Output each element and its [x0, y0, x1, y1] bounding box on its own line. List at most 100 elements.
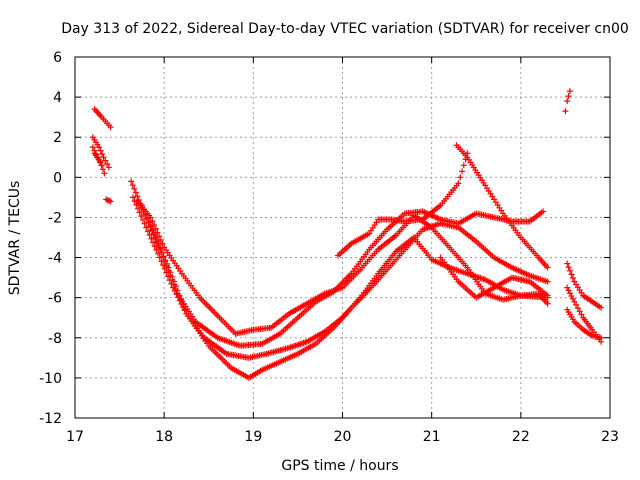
data-point — [149, 218, 156, 225]
data-points — [89, 88, 605, 381]
data-point — [170, 281, 177, 288]
data-point — [458, 168, 465, 175]
data-point — [460, 162, 467, 169]
y-tick-label: -12 — [39, 411, 62, 427]
data-point — [147, 214, 154, 221]
y-tick-label: -8 — [48, 331, 62, 347]
series-track-4 — [91, 150, 108, 177]
data-point — [107, 124, 114, 131]
series-track-10 — [335, 150, 471, 259]
x-tick-label: 20 — [334, 429, 352, 445]
y-tick-label: 6 — [53, 50, 62, 66]
data-point — [576, 308, 583, 315]
data-point — [155, 250, 162, 257]
data-point — [540, 208, 547, 215]
tick-labels: 17 18 19 20 21 22 23 -12 -10 -8 -6 -4 -2 0 2 4 6 — [39, 50, 619, 445]
data-point — [169, 276, 176, 283]
x-axis-label: GPS time / hours — [281, 458, 398, 474]
data-point — [156, 233, 163, 240]
y-tick-label: 4 — [53, 90, 62, 106]
data-point — [158, 249, 165, 256]
data-point — [143, 224, 150, 231]
data-point — [134, 205, 141, 212]
data-point — [573, 301, 580, 308]
data-point — [156, 254, 163, 261]
y-tick-label: -4 — [48, 251, 62, 267]
data-point — [162, 258, 169, 265]
data-point — [160, 253, 167, 260]
data-point — [565, 264, 572, 271]
data-point — [455, 180, 462, 187]
data-point — [154, 229, 161, 236]
data-point — [153, 236, 160, 243]
data-point — [571, 298, 578, 305]
y-tick-label: 2 — [53, 130, 62, 146]
series-track-12 — [437, 254, 551, 301]
data-point — [568, 271, 575, 278]
data-point — [105, 164, 112, 171]
series-track-13 — [562, 88, 573, 115]
data-point — [147, 223, 154, 230]
series-track-1 — [91, 106, 114, 131]
data-point — [151, 221, 158, 228]
series-track-11 — [453, 142, 551, 271]
y-tick-label: -6 — [48, 291, 62, 307]
data-point — [163, 262, 170, 269]
data-point — [167, 272, 174, 279]
data-point — [98, 162, 105, 169]
data-point — [172, 286, 179, 293]
data-point — [146, 219, 153, 226]
data-point — [132, 189, 139, 196]
data-point — [99, 150, 106, 157]
y-axis-label: SDTVAR / TECUs — [7, 181, 23, 296]
data-point — [544, 264, 551, 271]
series-track-9 — [138, 202, 547, 349]
data-point — [141, 220, 148, 227]
data-point — [139, 216, 146, 223]
data-point — [100, 154, 107, 161]
x-tick-label: 21 — [423, 429, 441, 445]
data-point — [154, 240, 161, 247]
data-point — [96, 158, 103, 165]
data-point — [150, 230, 157, 237]
x-tick-label: 17 — [66, 429, 84, 445]
x-tick-label: 18 — [155, 429, 173, 445]
data-point — [142, 210, 149, 217]
data-point — [165, 267, 172, 274]
data-point — [160, 262, 167, 269]
data-point — [131, 185, 138, 192]
series-track-2 — [89, 134, 112, 171]
series-track-5 — [103, 196, 114, 205]
data-point — [136, 209, 143, 216]
data-point — [89, 144, 96, 151]
data-point — [544, 292, 551, 299]
data-point — [156, 244, 163, 251]
data-point — [151, 243, 158, 250]
data-point — [129, 182, 136, 189]
data-point — [457, 174, 464, 181]
series-track-16 — [564, 306, 605, 341]
data-point — [138, 213, 145, 220]
y-tick-label: 0 — [53, 170, 62, 186]
data-point — [569, 275, 576, 282]
data-point — [148, 226, 155, 233]
data-point — [99, 166, 106, 173]
data-point — [598, 304, 605, 311]
y-tick-label: -2 — [48, 210, 62, 226]
data-point — [151, 231, 158, 238]
data-point — [128, 178, 135, 185]
data-point — [152, 225, 159, 232]
y-tick-label: -10 — [39, 371, 62, 387]
data-point — [574, 305, 581, 312]
data-point — [97, 147, 104, 154]
data-point — [566, 88, 573, 95]
data-point — [138, 202, 145, 209]
data-point — [598, 334, 605, 341]
data-point — [129, 194, 136, 201]
data-point — [157, 237, 164, 244]
data-point — [101, 170, 108, 177]
data-point — [153, 247, 160, 254]
data-point — [102, 157, 109, 164]
tick-marks — [74, 56, 611, 419]
